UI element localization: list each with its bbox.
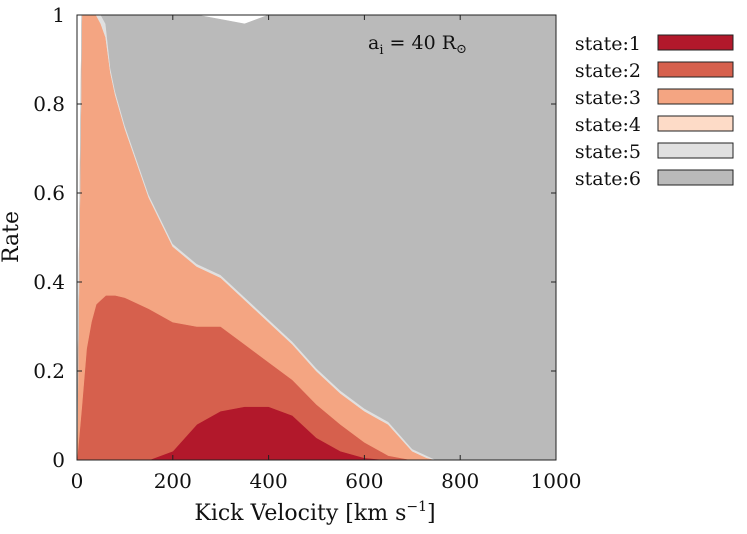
y-tick-label: 0 xyxy=(52,448,65,472)
legend-label: state:3 xyxy=(575,87,641,109)
legend-swatch xyxy=(657,61,734,78)
legend-label: state:1 xyxy=(575,33,641,55)
legend-label: state:4 xyxy=(575,114,641,136)
x-tick-label: 800 xyxy=(441,469,479,493)
panel-annotation: ai = 40 R⊙ xyxy=(368,32,467,58)
legend-swatch xyxy=(657,115,734,132)
x-tick-label: 0 xyxy=(71,469,84,493)
x-tick-label: 200 xyxy=(154,469,192,493)
area-layers xyxy=(77,15,556,460)
legend-label: state:2 xyxy=(575,60,641,82)
x-tick-label: 1000 xyxy=(531,469,582,493)
x-axis-label: Kick Velocity [km s−1] xyxy=(194,499,435,526)
legend-label: state:6 xyxy=(575,168,641,190)
area-state-6 xyxy=(77,15,556,460)
legend-swatch xyxy=(657,142,734,159)
x-tick-label: 600 xyxy=(345,469,383,493)
y-tick-label: 0.4 xyxy=(33,270,65,294)
legend-swatch xyxy=(657,34,734,51)
plot-frame xyxy=(76,14,557,461)
area-state-1 xyxy=(77,406,556,460)
legend-swatch xyxy=(657,88,734,105)
legend: state:1 state:2 state:3 state:4 state:5 state… xyxy=(575,33,734,190)
axis-ticks: 0 200 400 600 800 1000 0 0.2 0.4 0.6 0.8 1 xyxy=(33,3,581,493)
legend-label: state:5 xyxy=(575,141,641,163)
y-tick-label: 0.8 xyxy=(33,92,65,116)
legend-swatch xyxy=(657,169,734,186)
y-tick-label: 0.2 xyxy=(33,359,65,383)
y-tick-label: 0.6 xyxy=(33,181,65,205)
x-tick-label: 400 xyxy=(250,469,288,493)
y-tick-label: 1 xyxy=(52,3,65,27)
y-axis-label: Rate xyxy=(0,211,24,263)
